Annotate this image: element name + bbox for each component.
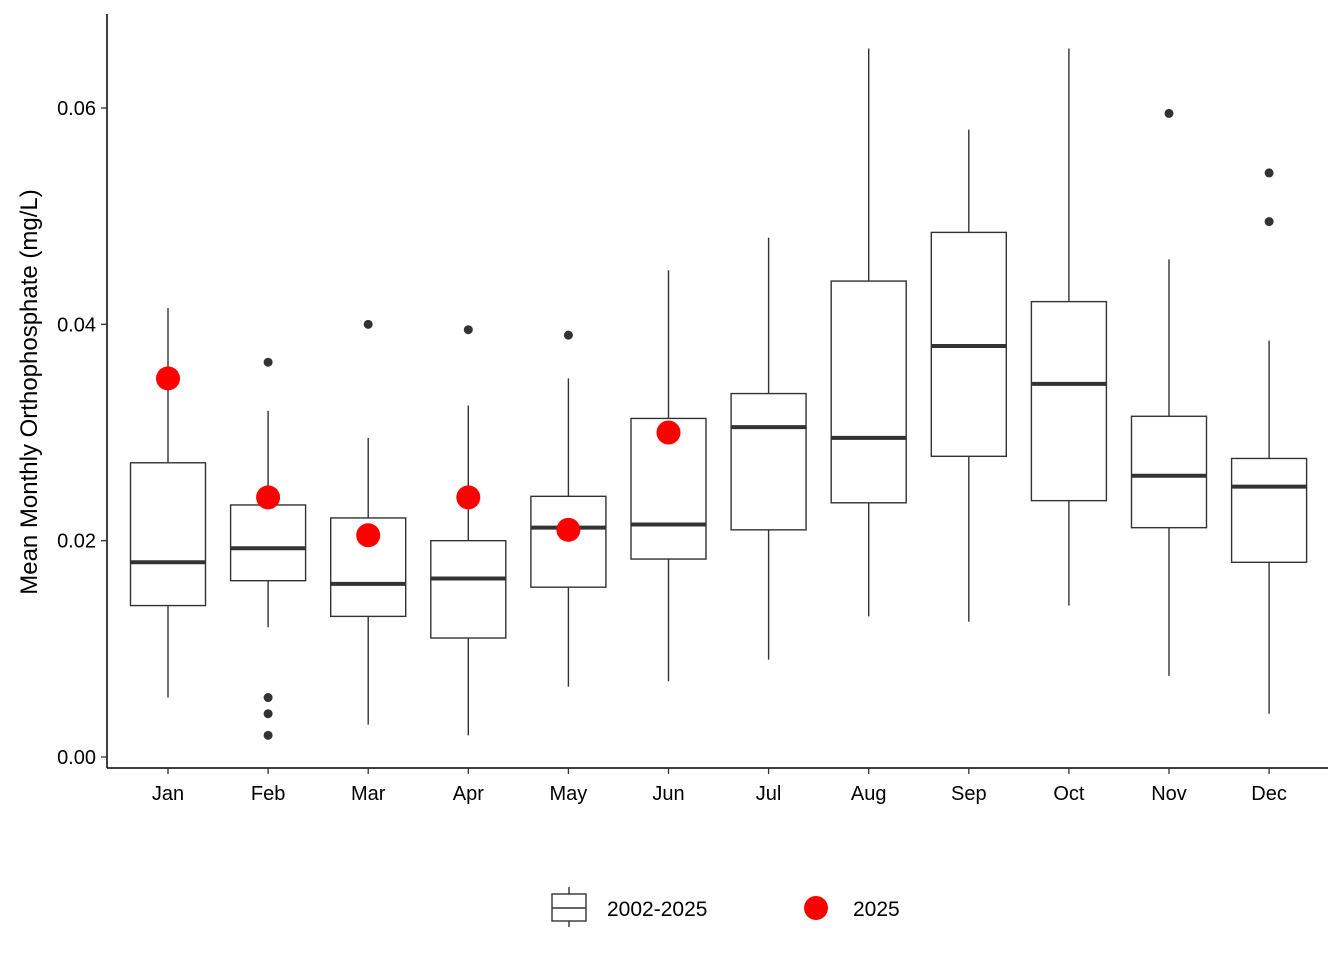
highlight-points-layer: [156, 366, 681, 548]
x-tick-label: Feb: [251, 783, 285, 805]
box-nov: [1130, 108, 1208, 676]
iqr-box: [1230, 457, 1308, 563]
legend-box-key: [551, 887, 587, 927]
box-may: [530, 330, 607, 687]
legend-point-key: [804, 896, 828, 920]
point-2025-apr: [456, 485, 481, 510]
iqr-box: [730, 392, 807, 531]
outlier-point: [463, 325, 473, 335]
point-2025-mar: [356, 523, 381, 548]
x-tick-label: May: [550, 783, 588, 805]
y-axis-title: Mean Monthly Orthophosphate (mg/L): [16, 189, 43, 595]
outlier-point: [1164, 108, 1174, 118]
iqr-box: [830, 280, 907, 504]
box-dec: [1230, 168, 1308, 714]
y-axis-ticks: 0.00 0.02 0.04 0.06: [57, 98, 107, 769]
iqr-box: [1130, 415, 1208, 529]
plot-area: [129, 48, 1308, 740]
box-jul: [730, 237, 807, 660]
y-tick-label: 0.00: [57, 747, 96, 769]
iqr-box: [430, 539, 507, 639]
outlier-point: [263, 693, 273, 703]
box-mar: [330, 319, 407, 725]
outlier-point: [563, 330, 573, 340]
legend: 2002-2025 2025: [551, 887, 900, 927]
outlier-point: [263, 709, 273, 719]
x-tick-label: Jul: [756, 783, 782, 805]
point-2025-may: [556, 517, 581, 542]
outlier-point: [263, 357, 273, 367]
outlier-point: [363, 319, 373, 329]
y-tick-label: 0.06: [57, 98, 96, 120]
x-tick-label: Apr: [453, 783, 484, 805]
box-sep: [930, 129, 1007, 622]
iqr-box: [1030, 300, 1108, 502]
y-tick-label: 0.04: [57, 314, 96, 336]
legend-label-box: 2002-2025: [607, 898, 707, 921]
box-jan: [129, 308, 207, 698]
x-axis-ticks: Jan Feb Mar Apr May Jun Jul Aug Sep Oct Nov Dec: [152, 768, 1287, 805]
x-tick-label: Jun: [652, 783, 684, 805]
x-tick-label: Mar: [351, 783, 386, 805]
point-2025-jun: [656, 420, 681, 445]
box-feb: [229, 357, 307, 740]
x-tick-label: Aug: [851, 783, 887, 805]
iqr-box: [129, 462, 207, 607]
box-apr: [430, 325, 507, 736]
x-tick-label: Dec: [1251, 783, 1287, 805]
boxes-layer: [129, 48, 1308, 740]
box-jun: [630, 270, 707, 682]
point-2025-feb: [256, 485, 281, 510]
legend-label-point: 2025: [853, 898, 900, 921]
axes: 0.00 0.02 0.04 0.06 Jan Feb Mar Apr May Jun Jul Au…: [57, 14, 1328, 805]
box-oct: [1030, 48, 1108, 606]
iqr-box: [229, 504, 307, 582]
x-tick-label: Sep: [951, 783, 987, 805]
x-tick-label: Nov: [1151, 783, 1187, 805]
point-2025-jan: [156, 366, 180, 391]
y-tick-label: 0.02: [57, 531, 96, 553]
outlier-point: [1264, 217, 1274, 227]
x-tick-label: Jan: [152, 783, 184, 805]
outlier-point: [1264, 168, 1274, 178]
outlier-point: [263, 730, 273, 740]
box-aug: [830, 48, 907, 617]
x-tick-label: Oct: [1053, 783, 1085, 805]
